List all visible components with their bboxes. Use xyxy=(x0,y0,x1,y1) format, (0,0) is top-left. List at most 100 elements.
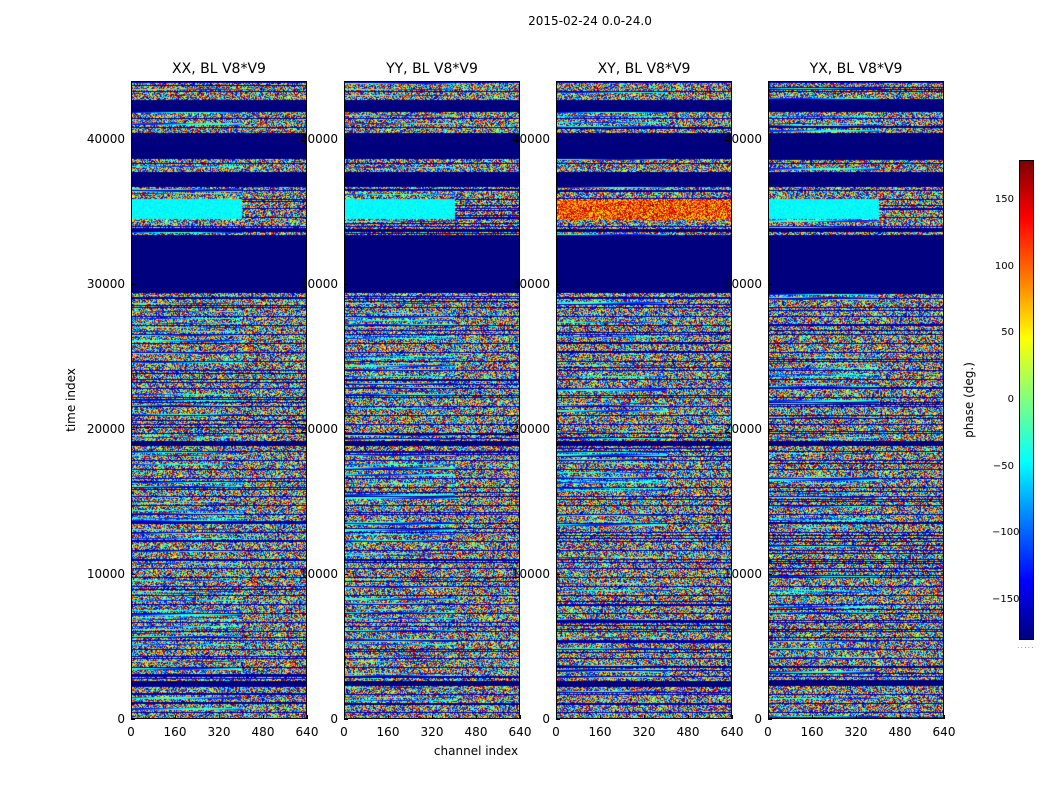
y-tick-label: 30000 xyxy=(86,277,125,291)
y-tick-label: 40000 xyxy=(723,132,762,146)
x-tick-label: 640 xyxy=(295,725,319,739)
colorbar-tick-label: 50 xyxy=(1001,327,1014,339)
y-tick-mark xyxy=(556,139,560,140)
colorbar-tick-label: −50 xyxy=(992,460,1014,472)
x-tick-label: 160 xyxy=(800,725,824,739)
x-tick-mark xyxy=(556,715,557,719)
x-tick-label: 320 xyxy=(632,725,656,739)
y-tick-label: 0 xyxy=(754,712,762,726)
x-tick-label: 160 xyxy=(163,725,187,739)
x-tick-mark xyxy=(812,715,813,719)
heatmap-plot-area xyxy=(768,81,944,719)
panel-3: YX, BL V8*V9 0 10000 20000 30000 40000 0 160 320… xyxy=(724,60,956,760)
y-tick-label: 40000 xyxy=(299,132,338,146)
x-tick-mark xyxy=(688,715,689,719)
colorbar-dots: ..... xyxy=(1017,641,1035,650)
x-tick-label: 160 xyxy=(376,725,400,739)
x-tick-mark xyxy=(644,715,645,719)
y-tick-mark xyxy=(131,284,135,285)
x-tick-mark xyxy=(768,715,769,719)
y-tick-label: 20000 xyxy=(86,422,125,436)
x-tick-mark xyxy=(175,715,176,719)
x-tick-label: 0 xyxy=(764,725,772,739)
y-tick-label: 30000 xyxy=(511,277,550,291)
x-axis-label: channel index xyxy=(433,744,519,758)
y-tick-mark xyxy=(131,429,135,430)
panel-1: YY, BL V8*V9 0 10000 20000 30000 40000 0 160 320… xyxy=(300,60,532,760)
x-tick-label: 480 xyxy=(676,725,700,739)
x-tick-mark xyxy=(476,715,477,719)
x-tick-label: 0 xyxy=(127,725,135,739)
x-tick-label: 480 xyxy=(464,725,488,739)
x-tick-label: 480 xyxy=(251,725,275,739)
y-tick-mark xyxy=(131,719,135,720)
y-tick-mark xyxy=(556,719,560,720)
y-tick-label: 10000 xyxy=(86,567,125,581)
colorbar-tick-label: −100 xyxy=(992,527,1020,539)
y-tick-mark xyxy=(131,574,135,575)
x-tick-mark xyxy=(131,715,132,719)
y-tick-label: 10000 xyxy=(299,567,338,581)
heatmap-canvas xyxy=(132,82,306,718)
x-tick-label: 320 xyxy=(844,725,868,739)
y-tick-label: 0 xyxy=(117,712,125,726)
x-tick-mark xyxy=(432,715,433,719)
figure-suptitle: 2015-02-24 0.0-24.0 xyxy=(528,14,652,28)
x-tick-label: 160 xyxy=(588,725,612,739)
y-tick-label: 20000 xyxy=(723,422,762,436)
panel-title: YY, BL V8*V9 xyxy=(386,61,478,77)
y-tick-mark xyxy=(768,139,772,140)
heatmap-plot-area xyxy=(131,81,307,719)
y-tick-mark xyxy=(344,139,348,140)
y-tick-label: 20000 xyxy=(299,422,338,436)
heatmap-plot-area xyxy=(556,81,732,719)
x-tick-mark xyxy=(344,715,345,719)
panel-title: XY, BL V8*V9 xyxy=(597,61,691,77)
y-tick-mark xyxy=(768,574,772,575)
heatmap-canvas xyxy=(345,82,519,718)
colorbar-tick-label: −150 xyxy=(992,594,1020,605)
x-tick-label: 320 xyxy=(207,725,231,739)
y-tick-label: 30000 xyxy=(299,277,338,291)
x-tick-label: 640 xyxy=(932,725,956,739)
x-tick-mark xyxy=(856,715,857,719)
x-tick-label: 0 xyxy=(552,725,560,739)
y-tick-mark xyxy=(131,139,135,140)
x-tick-mark xyxy=(388,715,389,719)
y-tick-label: 10000 xyxy=(723,567,762,581)
y-tick-label: 0 xyxy=(542,712,550,726)
y-tick-mark xyxy=(344,574,348,575)
heatmap-canvas xyxy=(557,82,731,718)
x-tick-label: 640 xyxy=(720,725,744,739)
x-tick-label: 640 xyxy=(508,725,532,739)
x-tick-mark xyxy=(600,715,601,719)
panel-title: YX, BL V8*V9 xyxy=(809,61,903,77)
panel-2: XY, BL V8*V9 0 10000 20000 30000 40000 0 160 320… xyxy=(512,60,744,760)
y-tick-mark xyxy=(556,429,560,430)
colorbar-label: phase (deg.) xyxy=(962,362,976,438)
y-tick-label: 40000 xyxy=(86,132,125,146)
x-tick-mark xyxy=(307,715,308,719)
y-tick-mark xyxy=(768,429,772,430)
y-tick-mark xyxy=(768,719,772,720)
y-tick-label: 10000 xyxy=(511,567,550,581)
heatmap-plot-area xyxy=(344,81,520,719)
x-tick-label: 480 xyxy=(888,725,912,739)
colorbar xyxy=(1019,160,1034,640)
y-tick-mark xyxy=(556,284,560,285)
y-tick-mark xyxy=(344,719,348,720)
y-tick-mark xyxy=(344,284,348,285)
y-tick-label: 30000 xyxy=(723,277,762,291)
y-tick-mark xyxy=(344,429,348,430)
y-tick-label: 20000 xyxy=(511,422,550,436)
x-tick-mark xyxy=(900,715,901,719)
x-tick-label: 0 xyxy=(340,725,348,739)
x-tick-mark xyxy=(263,715,264,719)
panel-title: XX, BL V8*V9 xyxy=(172,61,266,77)
y-tick-mark xyxy=(556,574,560,575)
x-tick-mark xyxy=(219,715,220,719)
panel-0: XX, BL V8*V9 0 10000 20000 30000 40000 0 160 320… xyxy=(87,60,319,760)
x-tick-mark xyxy=(732,715,733,719)
colorbar-tick-label: 0 xyxy=(1007,394,1014,405)
x-tick-mark xyxy=(520,715,521,719)
